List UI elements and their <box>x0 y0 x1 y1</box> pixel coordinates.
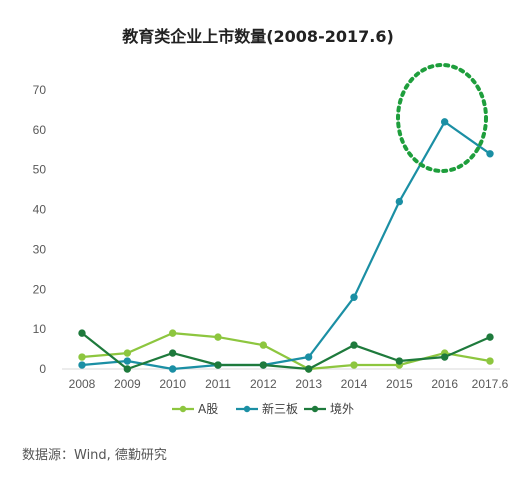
x-tick-label: 2010 <box>159 377 186 391</box>
data-point <box>123 349 132 357</box>
series-3 <box>78 329 494 373</box>
data-point <box>78 361 86 369</box>
x-tick-label: 2011 <box>205 377 231 391</box>
legend-swatch-marker <box>179 405 187 413</box>
x-tick-label: 2009 <box>114 377 141 391</box>
y-axis-ticks: 0 10 20 30 40 50 60 70 <box>33 83 47 376</box>
legend: A股 新三板 境外 <box>172 401 354 416</box>
data-point <box>78 329 86 337</box>
x-tick-label: 2013 <box>295 377 322 391</box>
series-group <box>78 118 494 373</box>
chart-title: 教育类企业上市数量(2008-2017.6) <box>122 27 394 46</box>
data-point <box>486 333 494 341</box>
legend-swatch-marker <box>243 405 251 413</box>
data-point <box>395 197 404 206</box>
y-tick-label: 30 <box>33 242 47 256</box>
source-note: 数据源：Wind, 德勤研究 <box>22 448 167 463</box>
legend-item: 境外 <box>304 401 354 416</box>
x-tick-label: 2015 <box>386 377 413 391</box>
y-tick-label: 0 <box>39 362 46 376</box>
data-point <box>350 341 358 349</box>
data-point <box>350 361 358 369</box>
y-tick-label: 20 <box>33 282 47 296</box>
data-point <box>168 349 177 357</box>
data-point <box>259 361 268 369</box>
legend-item: 新三板 <box>236 401 298 416</box>
series-line <box>80 332 492 371</box>
data-point <box>440 118 449 126</box>
data-point <box>395 357 404 365</box>
legend-swatch-marker <box>311 405 319 413</box>
data-point <box>259 341 268 349</box>
legend-item: A股 <box>172 402 218 416</box>
series-1 <box>78 329 494 373</box>
data-point <box>168 365 177 373</box>
legend-label: A股 <box>198 402 218 416</box>
data-point <box>304 353 313 361</box>
x-tick-label: 2014 <box>341 377 368 391</box>
y-tick-label: 50 <box>33 163 47 177</box>
x-tick-label: 2008 <box>69 377 96 391</box>
data-point <box>214 333 222 341</box>
data-point <box>123 365 132 373</box>
y-tick-label: 40 <box>33 203 47 217</box>
data-point <box>440 353 449 361</box>
data-point <box>486 150 494 158</box>
data-point <box>168 329 177 337</box>
x-tick-label: 2017.6 <box>472 377 509 391</box>
x-tick-label: 2012 <box>250 377 277 391</box>
y-tick-label: 70 <box>33 83 47 97</box>
y-tick-label: 10 <box>33 322 47 336</box>
legend-label: 境外 <box>330 401 354 416</box>
data-point <box>486 357 494 365</box>
data-point <box>304 365 313 373</box>
data-point <box>123 357 132 365</box>
series-line <box>80 120 492 371</box>
y-tick-label: 60 <box>33 123 47 137</box>
legend-label: 新三板 <box>262 401 298 416</box>
x-tick-label: 2016 <box>431 377 458 391</box>
data-point <box>78 353 86 361</box>
data-point <box>350 293 358 301</box>
data-point <box>214 361 222 369</box>
x-axis-ticks: 2008 2009 2010 2011 2012 2013 2014 2015 2016 2017… <box>69 377 509 391</box>
highlight-annotation <box>396 63 488 173</box>
series-2 <box>78 118 494 373</box>
